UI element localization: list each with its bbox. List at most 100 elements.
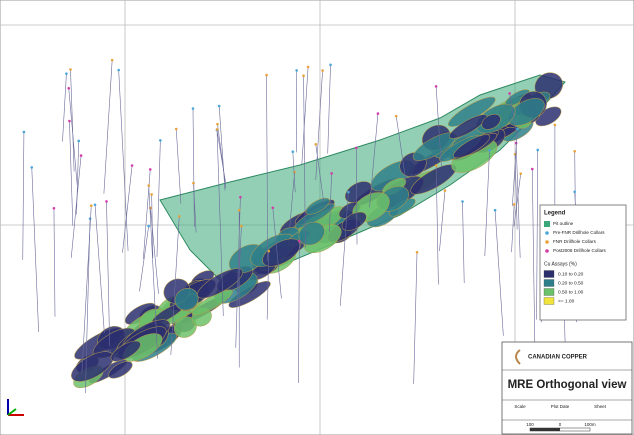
- drillhole: [301, 67, 309, 166]
- assay-swatch: [543, 288, 555, 296]
- collar: [330, 172, 333, 175]
- collar: [461, 200, 464, 203]
- collar: [512, 203, 516, 206]
- legend-label: FNR Drillhole Collars: [553, 239, 597, 244]
- collar: [93, 203, 97, 207]
- ore-lens: [481, 113, 501, 130]
- assay-label: >= 1.00: [558, 298, 575, 304]
- collar: [508, 92, 511, 95]
- collar: [573, 149, 577, 153]
- collar: [493, 208, 497, 212]
- drillhole: [509, 93, 517, 134]
- drillhole: [94, 204, 105, 334]
- drillhole: [266, 75, 268, 262]
- legend-title: Legend: [544, 211, 566, 217]
- drillhole: [170, 216, 180, 355]
- drillhole: [514, 154, 518, 230]
- drillhole: [150, 207, 159, 294]
- drillhole: [216, 129, 224, 316]
- drillhole: [435, 165, 439, 285]
- collar: [573, 190, 576, 194]
- field-label: Plot Date: [551, 404, 570, 409]
- assay-swatch: [543, 279, 555, 287]
- drillhole: [235, 197, 241, 348]
- title-box: [501, 341, 633, 435]
- collar: [298, 239, 301, 243]
- collar: [52, 207, 56, 210]
- assay-swatch: [543, 270, 555, 278]
- collar: [488, 148, 491, 152]
- collar: [434, 164, 438, 167]
- drillhole: [298, 241, 300, 383]
- collar: [295, 69, 298, 72]
- ore-lens: [108, 361, 133, 379]
- drillhole: [511, 204, 515, 253]
- drillhole: [292, 151, 296, 193]
- legend: Legend Cu Assays (%) Pit outline Pre-FNR …: [539, 204, 627, 321]
- title-block: CANADIAN COPPER MRE Orthogonal view Scal…: [501, 341, 633, 435]
- collar: [110, 58, 114, 62]
- collar: [394, 114, 398, 118]
- drillhole: [272, 207, 282, 299]
- collar: [67, 87, 71, 90]
- collar: [415, 251, 419, 254]
- drillhole: [315, 70, 323, 180]
- collar: [519, 172, 523, 175]
- collar: [516, 127, 519, 131]
- collar: [174, 127, 178, 131]
- drillhole: [70, 155, 82, 258]
- collar: [271, 206, 275, 210]
- scale-label: 0: [559, 422, 562, 427]
- ore-lens: [341, 211, 367, 231]
- drillhole: [515, 143, 521, 258]
- drillhole: [31, 167, 39, 333]
- collar: [191, 107, 195, 110]
- ore-lens: [197, 268, 243, 299]
- collar: [150, 193, 153, 196]
- drillhole: [85, 218, 91, 394]
- drillhole: [76, 140, 80, 215]
- drillhole: [413, 252, 418, 384]
- drillhole: [339, 192, 349, 306]
- assay-label: 0.50 to 1.00: [558, 289, 584, 295]
- drillhole: [175, 128, 182, 204]
- drillhole: [69, 121, 74, 226]
- axis-triad: [7, 399, 24, 416]
- company: CANADIAN COPPER: [528, 355, 588, 361]
- collar: [553, 123, 557, 127]
- legend-swatch: [544, 221, 550, 227]
- collar: [69, 68, 72, 71]
- drillhole: [53, 208, 56, 317]
- ore-lens: [174, 288, 199, 311]
- collar: [149, 206, 152, 210]
- drillhole: [62, 73, 67, 142]
- collar: [217, 104, 221, 108]
- drillhole: [494, 210, 504, 336]
- assay-label: 0.10 to 0.20: [558, 271, 584, 277]
- drillhole: [156, 140, 161, 257]
- drillhole: [81, 205, 92, 374]
- legend-label: Pit outline: [553, 221, 574, 226]
- drillhole: [148, 185, 159, 359]
- collar: [159, 139, 162, 142]
- collar: [321, 69, 324, 72]
- ore-lens: [449, 114, 488, 139]
- collar: [443, 189, 447, 192]
- collar: [354, 146, 358, 150]
- drillhole: [103, 60, 113, 194]
- collar: [88, 217, 92, 220]
- collar: [148, 168, 152, 171]
- collar: [267, 249, 271, 253]
- assay-label: 0.20 to 0.50: [558, 280, 584, 286]
- ore-lens: [110, 340, 141, 362]
- drillhole: [68, 88, 78, 185]
- legend-dot: [545, 249, 549, 253]
- drillhole: [266, 251, 270, 320]
- collar: [237, 208, 241, 212]
- ore-lens: [453, 134, 491, 159]
- drillhole: [369, 113, 379, 208]
- collar: [215, 128, 219, 131]
- sheet-title: MRE Orthogonal view: [508, 379, 627, 391]
- drillhole: [395, 116, 407, 182]
- collar: [434, 85, 438, 88]
